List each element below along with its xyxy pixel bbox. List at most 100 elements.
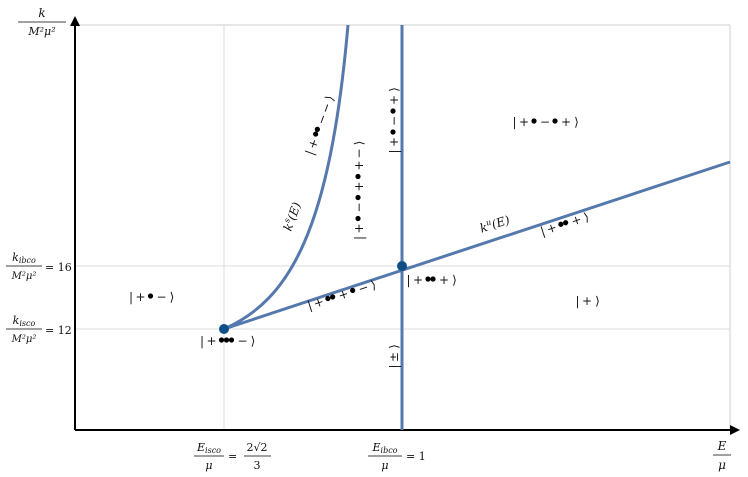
state-dot <box>355 215 361 222</box>
x-tick-isco-den: μ <box>205 459 212 472</box>
state-glyph: | <box>129 290 133 304</box>
state-glyph: ⟩ <box>452 273 457 287</box>
y-axis-label-num: k <box>38 6 45 20</box>
x-axis-label-den: μ <box>718 458 726 472</box>
state-dot <box>355 173 361 180</box>
ks-curve <box>223 24 350 331</box>
x-tick-isco-rhs-den: 3 <box>254 459 261 472</box>
y-axis-label: k M²μ² <box>18 6 66 38</box>
state-dot <box>218 337 225 343</box>
state-glyph: ⟩ <box>322 94 337 103</box>
region-label-bottom: | ± ⟩ <box>387 344 401 368</box>
state-glyph: + <box>582 294 592 308</box>
state-dot <box>355 194 361 201</box>
region-label-ibco-point: | + + ⟩ <box>406 273 456 287</box>
state-dot <box>223 337 230 343</box>
x-tick-ibco-rhs: = 1 <box>406 450 426 463</box>
state-glyph: + <box>569 212 583 228</box>
state-glyph: | <box>406 273 410 287</box>
region-label-upper-mid: |+−−⟩ <box>303 94 337 157</box>
state-glyph: | <box>539 224 547 239</box>
state-dot <box>531 118 537 124</box>
state-glyph: | <box>575 294 579 308</box>
state-glyph: + <box>135 290 145 304</box>
y-tick-ibco-rhs: = 16 <box>45 261 72 274</box>
state-glyph: | <box>387 364 401 368</box>
state-dot <box>313 131 319 137</box>
x-tick-ibco-den: μ <box>381 459 388 472</box>
y-tick-isco-num: kisco <box>13 314 36 328</box>
state-glyph: + <box>561 115 571 129</box>
state-glyph: + <box>439 273 449 287</box>
state-dot <box>425 276 431 282</box>
state-glyph: ⟩ <box>251 334 256 348</box>
x-tick-ibco-num: Eibco <box>371 441 397 455</box>
state-glyph: + <box>305 137 322 151</box>
state-dot <box>430 276 436 282</box>
state-glyph: − <box>318 101 335 115</box>
state-glyph: + <box>545 220 559 236</box>
region-label-isco-point: | + − ⟩ <box>200 334 255 348</box>
state-dot <box>314 126 320 132</box>
state-glyph: ⟩ <box>582 210 591 225</box>
x-tick-isco: Eisco μ = 2√2 3 <box>194 441 271 472</box>
state-dot <box>330 294 336 300</box>
state-glyph: + <box>352 223 366 233</box>
state-dot <box>228 337 235 343</box>
state-glyph: | <box>200 334 204 348</box>
state-glyph: ⟩ <box>387 344 401 349</box>
y-axis-label-den: M²μ² <box>27 25 55 38</box>
x-axis-label-num: E <box>717 439 727 453</box>
state-glyph: + <box>387 95 401 105</box>
y-tick-ibco-den: M²μ² <box>11 271 37 282</box>
ku-curve-label: ku(E) <box>478 212 512 236</box>
state-glyph: | <box>352 236 366 240</box>
y-axis-arrow <box>70 16 80 26</box>
state-glyph: − <box>156 290 166 304</box>
region-label-middle: | + − + + − ⟩ <box>352 141 366 240</box>
x-axis-arrow <box>730 425 740 435</box>
isco-point <box>219 324 229 334</box>
state-glyph: ⟩ <box>369 277 378 292</box>
state-glyph: − <box>237 334 247 348</box>
state-dot <box>390 108 396 114</box>
state-dot <box>350 287 356 294</box>
region-label-upper-right-vert: | + − + ⟩ <box>387 87 401 153</box>
x-tick-isco-rhs-num: 2√2 <box>246 441 267 454</box>
state-glyph: − <box>387 116 401 126</box>
y-tick-isco-den: M²μ² <box>11 334 37 345</box>
y-tick-isco-rhs: = 12 <box>45 324 72 337</box>
state-glyph: ± <box>387 352 401 362</box>
x-tick-isco-rhs-prefix: = <box>228 450 237 463</box>
state-glyph: + <box>336 286 350 302</box>
state-glyph: + <box>352 181 366 191</box>
state-glyph: ⟩ <box>595 294 600 308</box>
region-label-top-right: | + − + ⟩ <box>512 115 578 129</box>
state-glyph: | <box>512 115 516 129</box>
region-label-ku-right: |+ +⟩ <box>539 210 591 239</box>
state-glyph: | <box>306 298 314 313</box>
ks-curve-label: ks(E) <box>280 200 304 233</box>
state-glyph: + <box>519 115 529 129</box>
state-glyph: − <box>314 112 331 126</box>
state-glyph: + <box>312 294 326 310</box>
region-label-left: | + − ⟩ <box>129 290 174 304</box>
region-label-lower-mid: |+ + −⟩ <box>306 277 378 312</box>
state-dot <box>390 129 396 135</box>
state-dot <box>147 293 154 299</box>
state-glyph: − <box>540 115 550 129</box>
state-glyph: + <box>352 160 366 170</box>
state-glyph: ⟩ <box>387 87 401 92</box>
state-dot <box>552 118 558 124</box>
state-glyph: − <box>352 202 366 212</box>
y-tick-ibco: kibco M²μ² = 16 <box>6 251 72 282</box>
state-glyph: | <box>303 148 318 157</box>
state-glyph: − <box>356 280 370 296</box>
ku-curve <box>223 160 731 331</box>
x-tick-ibco: Eibco μ = 1 <box>368 441 426 472</box>
state-glyph: + <box>387 137 401 147</box>
state-dot <box>563 220 569 226</box>
x-tick-isco-num: Eisco <box>196 441 221 455</box>
region-label-right: | + ⟩ <box>575 294 599 308</box>
